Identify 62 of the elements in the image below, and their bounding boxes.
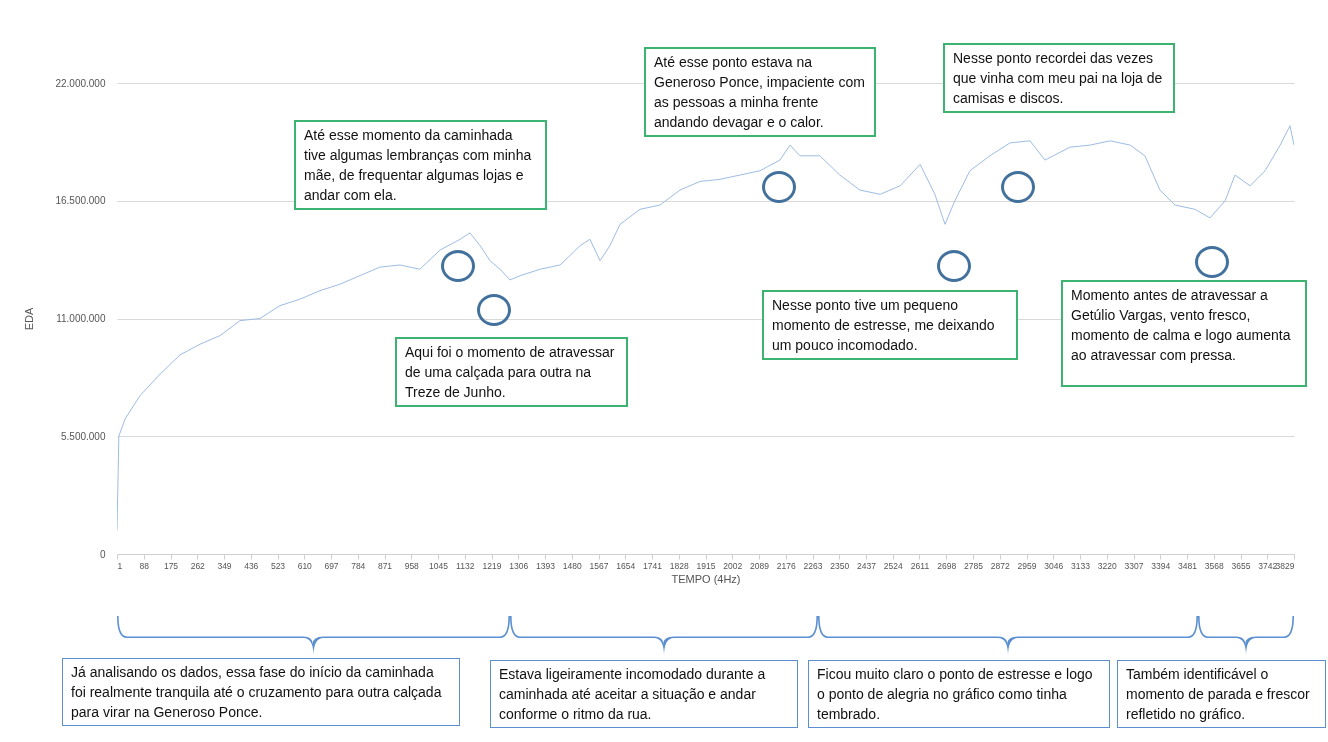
x-tick-label: 3568 — [1204, 560, 1224, 571]
annotation: Nesse ponto recordei das vezes que vinha com meu pai na loja de camisas e discos. — [943, 43, 1175, 113]
x-tick-label: 1219 — [482, 560, 502, 571]
annotation: Aqui foi o momento de atravessar de uma calçada para outra na Treze de Junho. — [395, 337, 628, 407]
x-tick-label: 1567 — [589, 560, 609, 571]
x-tick-label: 2350 — [830, 560, 850, 571]
x-tick-label: 2263 — [803, 560, 823, 571]
text: Estava ligeiramente incomodado durante a caminhada até aceitar a situação e andar conforme o ritmo da rua. — [490, 660, 798, 728]
x-tick-label: 175 — [163, 560, 179, 571]
x-tick-label: 2524 — [883, 560, 903, 571]
x-tick-label: 3220 — [1097, 560, 1117, 571]
y-axis-title: EDA — [23, 307, 36, 331]
x-tick-label: 262 — [190, 560, 206, 571]
annotation: Até esse momento da caminhada tive algumas lembranças com minha mãe, de frequentar algumas lojas e andar com ela. — [294, 120, 547, 210]
x-tick-label: 3394 — [1151, 560, 1171, 571]
x-tick-label: 3829 — [1275, 560, 1295, 571]
y-tick-label: 16.500.000 — [55, 195, 106, 207]
x-tick-label: 3481 — [1178, 560, 1198, 571]
x-tick-label: 610 — [297, 560, 313, 571]
x-tick-label: 1132 — [456, 560, 475, 571]
x-tick-label: 1393 — [536, 560, 556, 571]
x-tick-label: 2089 — [750, 560, 770, 571]
x-tick-label: 1915 — [696, 560, 716, 571]
x-tick-label: 2437 — [857, 560, 877, 571]
annotation: Nesse ponto tive um pequeno momento de estresse, me deixando um pouco incomodado. — [762, 290, 1018, 360]
x-tick-label: 1 — [117, 560, 123, 571]
x-tick-label: 1828 — [669, 560, 689, 571]
x-tick-label: 1654 — [616, 560, 636, 571]
x-tick-label: 2959 — [1017, 560, 1037, 571]
x-tick-label: 2002 — [723, 560, 743, 571]
x-tick-label: 2176 — [776, 560, 796, 571]
x-tick-label: 2785 — [964, 560, 984, 571]
x-tick-label: 2611 — [910, 560, 930, 571]
x-tick-label: 697 — [324, 560, 339, 571]
y-tick-label: 22.000.000 — [55, 77, 106, 89]
x-tick-label: 958 — [404, 560, 420, 571]
x-tick-label: 523 — [270, 560, 286, 571]
x-tick-label: 3655 — [1231, 560, 1251, 571]
x-tick-label: 3046 — [1044, 560, 1064, 571]
x-axis-title: TEMPO (4Hz) — [671, 573, 741, 585]
x-tick-label: 349 — [217, 560, 232, 571]
text: Já analisando os dados, essa fase do início da caminhada foi realmente tranquila até o cruzamento para outra calçada para virar na Generoso Ponce. — [62, 658, 460, 726]
text: Ficou muito claro o ponto de estresse e logo o ponto de alegria no gráfico como tinha tembrado. — [808, 660, 1110, 728]
annotation: Momento antes de atravessar a Getúlio Vargas, vento fresco, momento de calma e logo aumenta ao atravessar com pressa. — [1061, 280, 1307, 387]
x-tick-label: 2698 — [937, 560, 957, 571]
x-tick-label: 88 — [139, 560, 150, 571]
annotation: Até esse ponto estava na Generoso Ponce, impaciente com as pessoas a minha frente andando devagar e o calor. — [644, 47, 876, 137]
y-tick-label: 11.000.000 — [56, 313, 106, 324]
x-tick-label: 784 — [351, 560, 366, 571]
x-tick-label: 3742 — [1258, 560, 1278, 571]
x-tick-label: 2872 — [990, 560, 1010, 571]
x-tick-label: 436 — [244, 560, 259, 571]
x-tick-label: 1480 — [562, 560, 582, 571]
x-tick-label: 3133 — [1071, 560, 1091, 571]
y-tick-label: 0 — [99, 548, 106, 560]
text: Também identificável o momento de parada e frescor refletido no gráfico. — [1117, 660, 1326, 728]
x-tick-label: 1741 — [643, 560, 663, 571]
x-tick-label: 871 — [377, 560, 393, 571]
x-tick-label: 3307 — [1124, 560, 1144, 571]
y-tick-label: 5.500.000 — [61, 430, 106, 442]
x-tick-label: 1306 — [509, 560, 529, 571]
x-tick-label: 1045 — [429, 560, 449, 571]
